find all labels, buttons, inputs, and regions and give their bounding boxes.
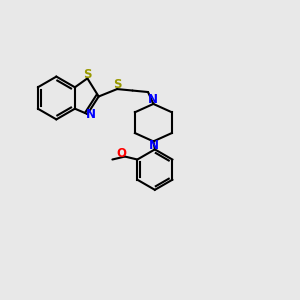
Text: N: N bbox=[148, 93, 158, 106]
Text: O: O bbox=[116, 147, 126, 160]
Text: N: N bbox=[86, 108, 96, 121]
Text: N: N bbox=[149, 139, 159, 152]
Text: S: S bbox=[83, 68, 92, 81]
Text: S: S bbox=[113, 78, 122, 92]
